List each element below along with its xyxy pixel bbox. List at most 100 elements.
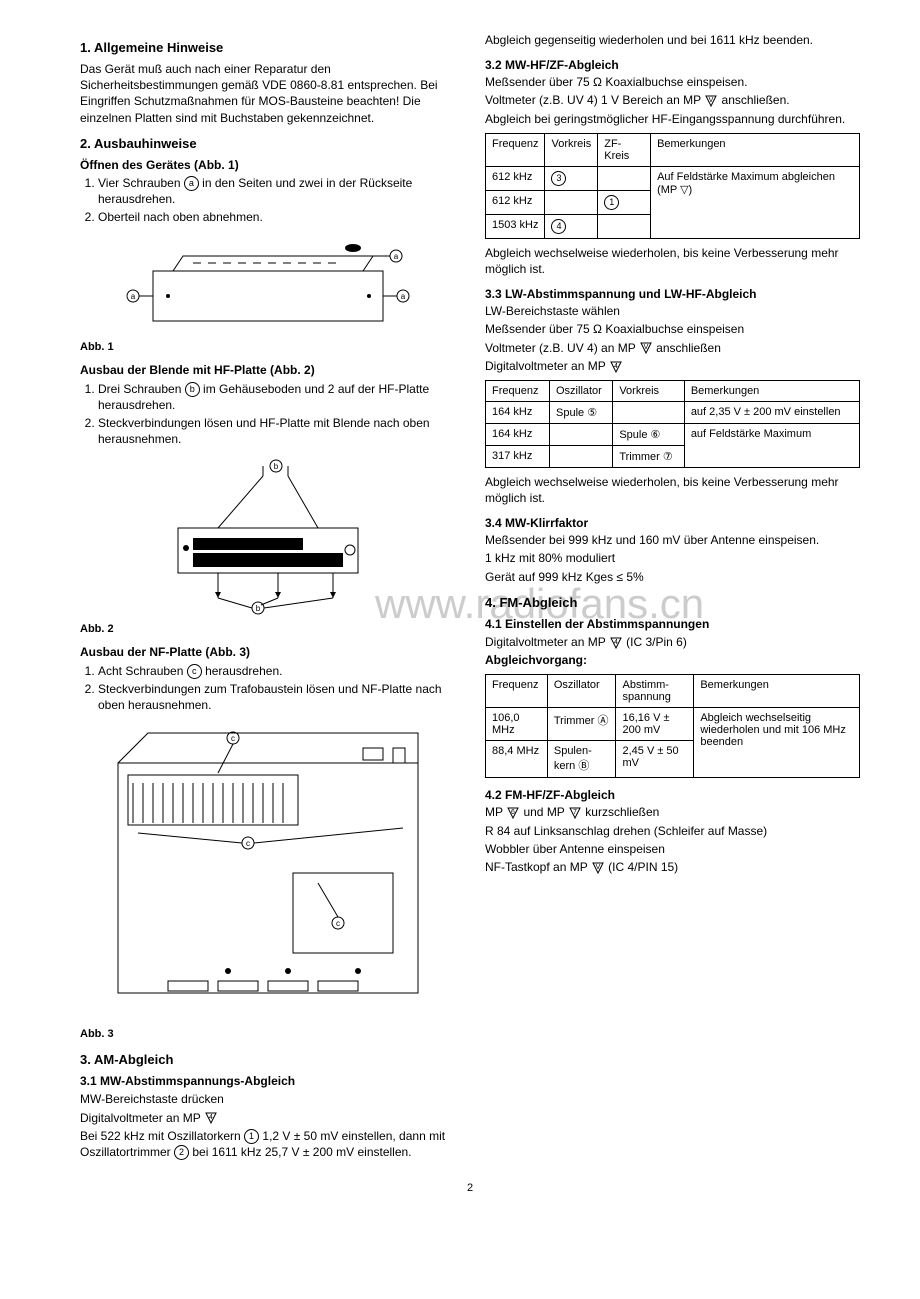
table-row: 106,0 MHz Trimmer Ⓐ 16,16 V ± 200 mV Abg…: [486, 708, 860, 741]
s3-p2: Digitalvoltmeter an MP 4: [80, 1110, 455, 1126]
circle-3-icon: 3: [551, 171, 566, 186]
mp-triangle-icon: 6: [506, 806, 520, 820]
svg-text:V: V: [644, 344, 649, 351]
svg-text:4: 4: [614, 639, 618, 646]
mp-triangle-icon: 4: [609, 636, 623, 650]
s3-sub4: 3.4 MW-Klirrfaktor: [485, 516, 860, 530]
section-2-title: 2. Ausbauhinweise: [80, 136, 455, 151]
mp-triangle-icon: V: [591, 861, 605, 875]
th-bem: Bemerkungen: [694, 675, 860, 708]
th-freq: Frequenz: [486, 133, 545, 166]
svg-text:b: b: [255, 604, 260, 613]
svg-text:V: V: [709, 97, 714, 104]
circle-2-icon: 2: [174, 1145, 189, 1160]
s4-p1: Digitalvoltmeter an MP 4 (IC 3/Pin 6): [485, 634, 860, 650]
s4-p5: NF-Tastkopf an MP V (IC 4/PIN 15): [485, 859, 860, 875]
s4-sub1b: Abgleichvorgang:: [485, 653, 587, 667]
s3-p3: Bei 522 kHz mit Oszillatorkern 1 1,2 V ±…: [80, 1128, 455, 1161]
s3-p16: Gerät auf 999 kHz Kges ≤ 5%: [485, 569, 860, 585]
svg-text:c: c: [336, 919, 340, 928]
abb2-label: Abb. 2: [80, 622, 455, 637]
circle-4-icon: 4: [551, 219, 566, 234]
s2-sub1: Öffnen des Gerätes (Abb. 1): [80, 158, 239, 172]
s3-p6: Voltmeter (z.B. UV 4) 1 V Bereich an MP …: [485, 92, 860, 108]
s2-li4: Steckverbindungen lösen und HF-Platte mi…: [98, 415, 455, 447]
s3-p8: Abgleich wechselweise wiederholen, bis k…: [485, 245, 860, 277]
circle-b-icon: b: [185, 382, 200, 397]
circle-1-icon: 1: [604, 195, 619, 210]
s2-sub3: Ausbau der NF-Platte (Abb. 3): [80, 645, 250, 659]
table-row: 612 kHz 3 Auf Feldstärke Maximum abgleic…: [486, 166, 860, 190]
s3-sub3: 3.3 LW-Abstimmspannung und LW-HF-Abgleic…: [485, 287, 860, 301]
left-column: 1. Allgemeine Hinweise Das Gerät muß auc…: [80, 30, 455, 1162]
th-freq: Frequenz: [486, 675, 548, 708]
s4-p3: R 84 auf Linksanschlag drehen (Schleifer…: [485, 823, 860, 839]
table-mw-hfzf: Frequenz Vorkreis ZF-Kreis Bemerkungen 6…: [485, 133, 860, 239]
s2-li6: Steckverbindungen zum Trafobaustein löse…: [98, 681, 455, 713]
s4-sub1: 4.1 Einstellen der Abstimmspannungen: [485, 617, 709, 631]
mp-triangle-icon: V: [704, 94, 718, 108]
s3-p11: Voltmeter (z.B. UV 4) an MP V anschließe…: [485, 340, 860, 356]
right-column: Abgleich gegenseitig wiederholen und bei…: [485, 30, 860, 1162]
th-bem: Bemerkungen: [684, 380, 859, 401]
s1-p1: Das Gerät muß auch nach einer Reparatur …: [80, 61, 455, 126]
svg-text:6: 6: [511, 809, 515, 816]
section-3-title: 3. AM-Abgleich: [80, 1052, 455, 1067]
svg-text:b: b: [273, 462, 278, 471]
svg-text:a: a: [393, 252, 398, 261]
svg-text:c: c: [231, 734, 235, 743]
s3-p14: Meßsender bei 999 kHz und 160 mV über An…: [485, 532, 860, 548]
s3-p7: Abgleich bei geringstmöglicher HF-Eingan…: [485, 111, 860, 127]
svg-text:V: V: [595, 864, 600, 871]
page-number: 2: [80, 1182, 860, 1194]
svg-text:a: a: [130, 292, 135, 301]
section-1-title: 1. Allgemeine Hinweise: [80, 40, 455, 55]
s2-li3: Drei Schrauben b im Gehäuseboden und 2 a…: [98, 381, 455, 414]
mp-triangle-icon: V: [639, 341, 653, 355]
svg-text:4: 4: [614, 363, 618, 370]
svg-text:7: 7: [573, 809, 577, 816]
s2-li5: Acht Schrauben c herausdrehen.: [98, 663, 455, 679]
abb3-label: Abb. 3: [80, 1027, 455, 1042]
table-row: 164 kHz Spule ⑥ auf Feldstärke Maximum: [486, 423, 860, 445]
th-abst: Abstimm-spannung: [616, 675, 694, 708]
s3-p10: Meßsender über 75 Ω Koaxialbuchse einspe…: [485, 321, 860, 337]
th-bem: Bemerkungen: [651, 133, 860, 166]
s2-li1: Vier Schrauben a in den Seiten und zwei …: [98, 175, 455, 208]
th-osz: Oszillator: [550, 380, 613, 401]
s3-p13: Abgleich wechselweise wiederholen, bis k…: [485, 474, 860, 506]
th-vorkreis: Vorkreis: [545, 133, 598, 166]
table-lw: Frequenz Oszillator Vorkreis Bemerkungen…: [485, 380, 860, 468]
th-vorkreis: Vorkreis: [613, 380, 685, 401]
s3-p5: Meßsender über 75 Ω Koaxialbuchse einspe…: [485, 74, 860, 90]
figure-3: c c c: [80, 723, 455, 1023]
svg-text:a: a: [400, 292, 405, 301]
section-4-title: 4. FM-Abgleich: [485, 595, 860, 610]
mp-triangle-icon: 7: [568, 806, 582, 820]
circle-1-icon: 1: [244, 1129, 259, 1144]
table-row: 164 kHz Spule ⑤ auf 2,35 V ± 200 mV eins…: [486, 401, 860, 423]
figure-1: a a a: [80, 236, 455, 336]
s4-p4: Wobbler über Antenne einspeisen: [485, 841, 860, 857]
s4-p2: MP 6 und MP 7 kurzschließen: [485, 804, 860, 820]
table-fm: Frequenz Oszillator Abstimm-spannung Bem…: [485, 674, 860, 778]
abb1-label: Abb. 1: [80, 340, 455, 355]
th-freq: Frequenz: [486, 380, 550, 401]
s3-p1: MW-Bereichstaste drücken: [80, 1091, 455, 1107]
circle-a-icon: a: [184, 176, 199, 191]
th-osz: Oszillator: [547, 675, 616, 708]
s2-sub2: Ausbau der Blende mit HF-Platte (Abb. 2): [80, 363, 315, 377]
svg-text:4: 4: [209, 1114, 213, 1121]
th-zfkreis: ZF-Kreis: [598, 133, 651, 166]
s3-p4: Abgleich gegenseitig wiederholen und bei…: [485, 32, 860, 48]
s3-sub2: 3.2 MW-HF/ZF-Abgleich: [485, 58, 860, 72]
s3-sub1: 3.1 MW-Abstimmspannungs-Abgleich: [80, 1074, 295, 1088]
mp-triangle-icon: 4: [609, 360, 623, 374]
circle-c-icon: c: [187, 664, 202, 679]
s2-li2: Oberteil nach oben abnehmen.: [98, 209, 455, 225]
mp-triangle-icon: 4: [204, 1111, 218, 1125]
s3-p12: Digitalvoltmeter an MP 4: [485, 358, 860, 374]
svg-text:c: c: [246, 839, 250, 848]
s3-p15: 1 kHz mit 80% moduliert: [485, 550, 860, 566]
s4-sub2: 4.2 FM-HF/ZF-Abgleich: [485, 788, 860, 802]
